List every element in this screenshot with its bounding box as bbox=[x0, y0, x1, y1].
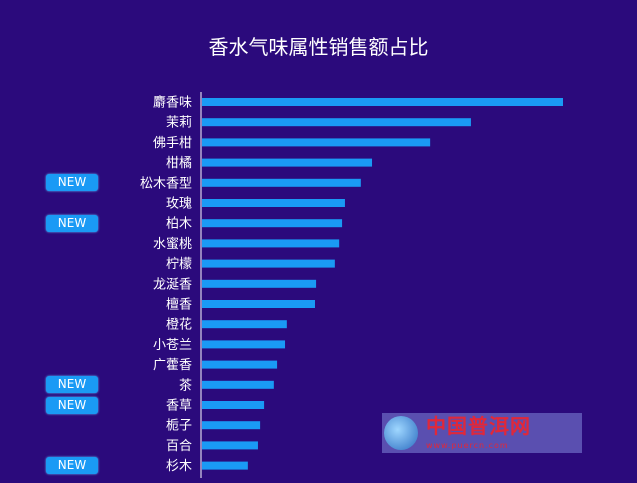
category-label: 麝香味 bbox=[153, 96, 192, 111]
new-badge: NEW bbox=[46, 376, 98, 394]
category-label: 柑橘 bbox=[166, 155, 192, 171]
bar-17 bbox=[202, 441, 258, 450]
category-label: 栀子 bbox=[166, 419, 192, 434]
bar-18 bbox=[202, 461, 248, 470]
category-label: 玫瑰 bbox=[166, 196, 192, 212]
bar-10 bbox=[202, 300, 315, 308]
new-badge: NEW bbox=[46, 214, 98, 232]
category-label: 茶 bbox=[179, 377, 192, 393]
category-label: 香草 bbox=[166, 399, 192, 414]
watermark-logo: 中国普洱网 www.puercn.com bbox=[382, 413, 582, 453]
category-label: 百合 bbox=[166, 439, 192, 454]
new-badge: NEW bbox=[46, 457, 98, 475]
category-label: 杉木 bbox=[166, 459, 192, 474]
bar-15 bbox=[202, 401, 265, 409]
category-label: 广藿香 bbox=[153, 358, 192, 373]
bar-3 bbox=[202, 158, 373, 167]
new-badge: NEW bbox=[46, 396, 98, 414]
category-label: 小苍兰 bbox=[153, 338, 192, 353]
category-label: 檀香 bbox=[166, 297, 192, 313]
bar-0 bbox=[202, 98, 563, 106]
watermark-name: 中国普洱网 bbox=[426, 414, 531, 438]
category-label: 松木香型 bbox=[140, 176, 192, 191]
bar-8 bbox=[202, 259, 335, 268]
category-label: 水蜜桃 bbox=[153, 237, 192, 252]
bar-12 bbox=[202, 340, 286, 349]
bar-13 bbox=[202, 360, 278, 369]
bar-9 bbox=[202, 279, 317, 288]
category-label: 橙花 bbox=[166, 317, 192, 333]
new-badge: NEW bbox=[46, 174, 98, 192]
bar-5 bbox=[202, 199, 345, 207]
bar-6 bbox=[202, 219, 343, 228]
category-label: 柠檬 bbox=[166, 257, 192, 272]
category-label: 柏木 bbox=[166, 217, 192, 232]
category-label: 龙涎香 bbox=[153, 277, 192, 292]
globe-icon bbox=[384, 416, 418, 450]
bar-14 bbox=[202, 380, 274, 389]
category-label: 茉莉 bbox=[166, 116, 192, 131]
bar-4 bbox=[202, 178, 361, 187]
bar-11 bbox=[202, 320, 287, 329]
bar-16 bbox=[202, 421, 261, 430]
bar-2 bbox=[202, 138, 431, 147]
bar-7 bbox=[202, 239, 340, 248]
chart-title: 香水气味属性销售额占比 bbox=[208, 35, 429, 59]
bar-1 bbox=[202, 118, 471, 127]
watermark-url: www.puercn.com bbox=[426, 441, 509, 450]
category-label: 佛手柑 bbox=[153, 136, 192, 151]
